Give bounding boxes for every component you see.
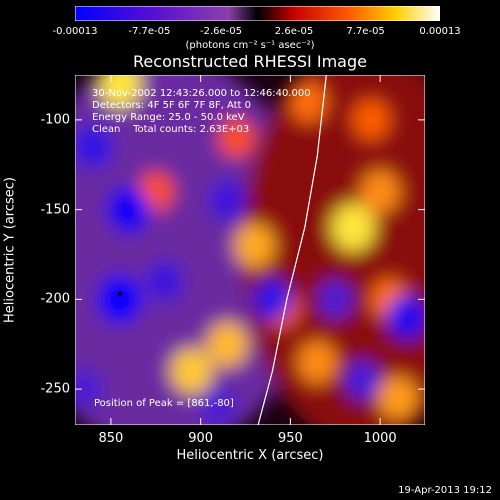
peak-position-label: Position of Peak = [861,-80] bbox=[94, 398, 234, 409]
intensity-blob-24 bbox=[75, 369, 102, 409]
intensity-blob-15 bbox=[107, 186, 151, 233]
annotation-clean-counts: Clean Total counts: 2.63E+03 bbox=[92, 124, 250, 135]
minimum-marker bbox=[117, 291, 122, 296]
x-tick-label: 900 bbox=[188, 431, 214, 446]
intensity-blob-22 bbox=[343, 359, 381, 401]
chart-title: Reconstructed RHESSI Image bbox=[133, 52, 367, 71]
colorbar-tick-label: -7.7e-05 bbox=[128, 26, 171, 37]
colorbar-tick-label: 7.7e-05 bbox=[346, 26, 385, 37]
intensity-blob-18 bbox=[208, 179, 247, 222]
colorbar-tick-label: -2.6e-05 bbox=[200, 26, 242, 37]
colorbar-tick-label: 0.00013 bbox=[419, 26, 461, 37]
intensity-blob-17 bbox=[145, 260, 184, 303]
solar-limb-line bbox=[257, 75, 327, 425]
intensity-blob-23 bbox=[200, 387, 237, 425]
intensity-blob-14 bbox=[97, 275, 142, 324]
y-axis-label: Heliocentric Y (arcsec) bbox=[2, 177, 18, 323]
colorbar-tick-label: -0.00013 bbox=[52, 26, 98, 37]
y-tick-label: -100 bbox=[40, 112, 70, 128]
intensity-blob-8 bbox=[297, 340, 337, 384]
annotation-detectors: Detectors: 4F 5F 6F 7F 8F, Att 0 bbox=[92, 100, 252, 111]
intensity-blob-0 bbox=[170, 347, 213, 395]
intensity-blob-16 bbox=[75, 125, 113, 169]
x-tick-label: 850 bbox=[98, 431, 124, 446]
x-tick-label: 950 bbox=[277, 431, 303, 446]
colorbar-units: (photons cm⁻² s⁻¹ asec⁻²) bbox=[185, 40, 315, 51]
intensity-blob-2 bbox=[97, 75, 142, 109]
intensity-blob-3 bbox=[331, 203, 376, 252]
y-tick-label: -200 bbox=[40, 291, 70, 307]
colorbar bbox=[75, 6, 440, 21]
plot-area bbox=[75, 75, 425, 425]
intensity-blob-6 bbox=[289, 81, 328, 123]
intensity-blob-4 bbox=[360, 170, 400, 214]
intensity-blob-19 bbox=[252, 277, 293, 321]
x-axis-label: Heliocentric X (arcsec) bbox=[176, 448, 324, 463]
background-wash-positive bbox=[242, 75, 425, 425]
x-tick-label: 1000 bbox=[363, 431, 397, 446]
intensity-blob-20 bbox=[386, 294, 425, 340]
y-tick-label: -250 bbox=[40, 381, 70, 397]
annotation-energy-range: Energy Range: 25.0 - 50.0 keV bbox=[92, 112, 245, 123]
footer-date: 19-Apr-2013 19:12 bbox=[398, 485, 492, 496]
intensity-blob-13 bbox=[218, 118, 255, 158]
y-tick-label: -150 bbox=[40, 202, 70, 218]
colorbar-tick-label: 2.6e-05 bbox=[274, 26, 314, 37]
intensity-blob-5 bbox=[234, 223, 275, 268]
intensity-blob-7 bbox=[378, 376, 419, 421]
intensity-blob-1 bbox=[206, 321, 249, 368]
intensity-blob-21 bbox=[317, 279, 354, 320]
annotation-time-range: 30-Nov-2002 12:43:26.000 to 12:46:40.000 bbox=[92, 88, 311, 99]
intensity-blob-12 bbox=[352, 99, 390, 141]
